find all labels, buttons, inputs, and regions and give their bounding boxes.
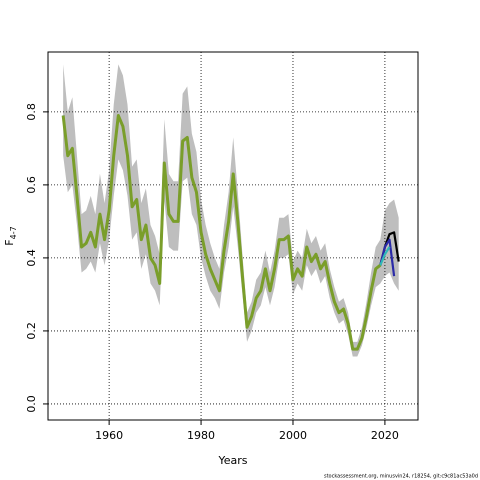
- x-tick-label: 1980: [187, 429, 215, 442]
- y-axis-label-main: F: [3, 239, 16, 245]
- series-line: [61, 114, 382, 351]
- x-tick-label: 1960: [95, 429, 123, 442]
- y-tick-label: 0.6: [25, 176, 38, 194]
- y-tick-label: 0.4: [25, 249, 38, 267]
- plot-frame: [47, 51, 419, 421]
- x-tick-label: 2020: [371, 429, 399, 442]
- y-tick-label: 0.2: [25, 322, 38, 340]
- y-axis-label: F4-7: [3, 226, 18, 245]
- x-tick-label: 2000: [279, 429, 307, 442]
- y-tick-label: 0.0: [25, 395, 38, 413]
- y-axis-label-sub: 4-7: [9, 226, 18, 239]
- caption: stockassessment.org, minusvin24, r18254,…: [324, 474, 478, 480]
- y-tick-label: 0.8: [25, 103, 38, 121]
- x-axis-label: Years: [217, 454, 247, 467]
